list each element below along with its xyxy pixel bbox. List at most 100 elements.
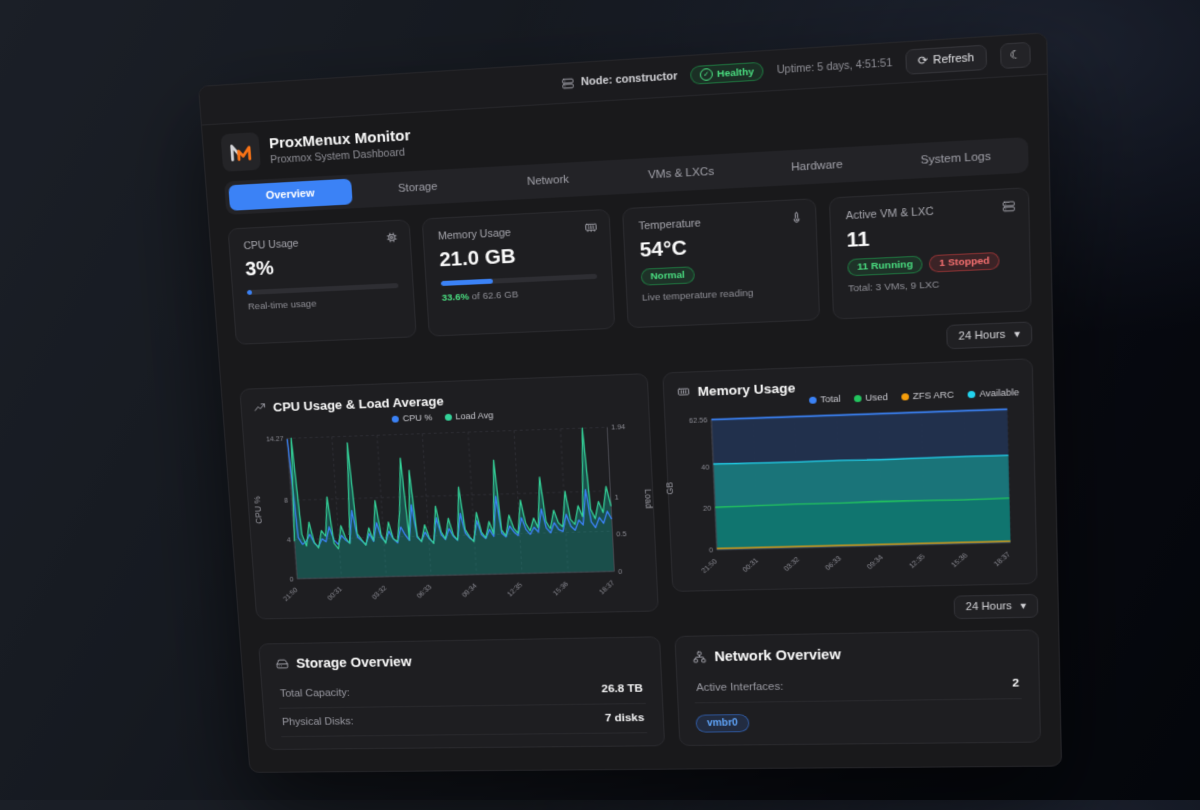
server-icon — [561, 76, 575, 90]
network-interface-badge[interactable]: vmbr0 — [695, 714, 749, 733]
grid-line-h — [287, 427, 607, 438]
grid-line-h — [292, 491, 611, 500]
cpu-card-title: CPU Usage — [243, 233, 396, 252]
legend-label-cpu: CPU % — [402, 413, 432, 424]
y-tick-label: 0 — [289, 576, 293, 583]
memory-total-label: of 62.6 GB — [469, 289, 519, 302]
legend-label-total: Total — [820, 394, 841, 405]
memory-chart-icon — [676, 385, 690, 398]
x-tick-label: 12:35 — [908, 553, 927, 570]
stats-row: CPU Usage 3% Real-time usage Memory Usag… — [227, 187, 1031, 345]
tab-network[interactable]: Network — [484, 164, 613, 197]
y2-tick-label: 1.94 — [611, 424, 626, 431]
uptime-label: Uptime: 5 days, 4:51:51 — [777, 57, 893, 76]
network-overview-card: Network Overview Active Interfaces: 2 vm… — [674, 630, 1041, 747]
thermometer-icon — [789, 210, 804, 229]
legend-item-available[interactable]: Available — [967, 387, 1019, 399]
time-range-select-2[interactable]: 24 Hours ▾ — [954, 594, 1039, 619]
y-tick-label: 40 — [701, 464, 710, 471]
y-tick-label: 62.56 — [689, 417, 708, 425]
refresh-icon: ⟳ — [918, 55, 928, 68]
cpu-card-caption: Real-time usage — [248, 295, 400, 313]
theme-toggle-button[interactable]: ☾ — [1000, 42, 1031, 69]
storage-total-capacity-label: Total Capacity: — [280, 688, 351, 700]
x-tick-label: 06:33 — [416, 584, 433, 600]
y-tick-label: 8 — [284, 498, 288, 505]
legend-label-load: Load Avg — [455, 410, 493, 421]
memory-usage-card: Memory Usage 21.0 GB 33.6% of 62.6 GB — [422, 209, 616, 337]
network-active-interfaces-label: Active Interfaces: — [696, 681, 784, 694]
header-text: ProxMenux Monitor Proxmox System Dashboa… — [269, 127, 412, 166]
main-content: CPU Usage & Load Average CPU % Load Avg … — [239, 358, 1041, 750]
x-tick-label: 09:34 — [866, 554, 885, 571]
cpu-load-chart-card: CPU Usage & Load Average CPU % Load Avg … — [239, 373, 658, 620]
memory-card-title: Memory Usage — [438, 223, 595, 243]
legend-item-zfs-arc[interactable]: ZFS ARC — [901, 390, 954, 402]
legend-item-total[interactable]: Total — [808, 394, 840, 405]
temperature-status-badge: Normal — [641, 266, 695, 286]
time-range-select[interactable]: 24 Hours ▾ — [946, 321, 1032, 349]
trending-up-icon — [253, 401, 267, 414]
hard-drive-icon — [276, 658, 289, 670]
memory-chart-card: Memory Usage Total Used ZFS ARC Availabl… — [662, 358, 1037, 592]
legend-dot-load — [444, 413, 451, 420]
memory-card-value: 21.0 GB — [439, 242, 597, 272]
cpu-chart-title: CPU Usage & Load Average — [272, 394, 444, 415]
cpu-chart-y2label: Load — [643, 488, 654, 508]
tab-overview[interactable]: Overview — [228, 179, 352, 211]
storage-physical-disks-value: 7 disks — [605, 713, 645, 725]
x-tick-label: 21:50 — [701, 558, 719, 575]
storage-total-capacity-value: 26.8 TB — [601, 683, 643, 695]
legend-label-available: Available — [979, 387, 1019, 399]
logo-m-icon — [227, 138, 255, 165]
y2-tick-label: 0 — [618, 569, 622, 576]
refresh-button[interactable]: ⟳ Refresh — [905, 45, 986, 75]
check-circle-icon: ✓ — [700, 68, 713, 81]
y-tick-label: 4 — [287, 537, 291, 544]
legend-item-load[interactable]: Load Avg — [444, 410, 493, 421]
x-tick-label: 15:36 — [552, 581, 570, 598]
tab-vms-lxcs[interactable]: VMs & LXCs — [616, 157, 747, 191]
y-tick-label: 20 — [703, 506, 712, 513]
memory-chart-ylabel: GB — [664, 482, 675, 495]
temperature-card: Temperature 54°C Normal Live temperature… — [622, 198, 820, 328]
refresh-label: Refresh — [933, 52, 974, 67]
vm-stopped-badge: 1 Stopped — [929, 252, 1000, 273]
tab-storage[interactable]: Storage — [355, 171, 481, 204]
chevron-down-icon-2: ▾ — [1020, 600, 1026, 612]
cpu-progress-fill — [247, 290, 252, 295]
legend-item-used[interactable]: Used — [853, 392, 888, 403]
legend-dot-cpu — [392, 415, 399, 422]
vm-running-badge: 11 Running — [847, 256, 923, 277]
x-tick-label: 00:31 — [742, 557, 760, 574]
x-tick-label: 00:31 — [327, 586, 344, 602]
network-active-interfaces-value: 2 — [1012, 678, 1019, 690]
server-stack-icon — [1001, 199, 1016, 218]
temperature-card-title: Temperature — [638, 212, 800, 232]
tab-hardware[interactable]: Hardware — [750, 149, 884, 183]
x-tick-label: 09:34 — [461, 583, 479, 599]
y-tick-label: 14.27 — [266, 436, 284, 443]
x-tick-label: 15:36 — [950, 552, 969, 569]
legend-item-cpu[interactable]: CPU % — [391, 413, 432, 424]
cpu-progress-track — [247, 283, 399, 295]
network-overview-title: Network Overview — [714, 647, 841, 664]
storage-overview-title: Storage Overview — [296, 654, 412, 671]
storage-physical-disks-row: Physical Disks: 7 disks — [279, 704, 647, 737]
legend-dot-available — [967, 390, 975, 397]
proxmenux-dashboard-window: Node: constructor ✓ Healthy Uptime: 5 da… — [198, 32, 1062, 773]
legend-dot-used — [853, 394, 861, 401]
left-column: CPU Usage & Load Average CPU % Load Avg … — [239, 373, 665, 750]
memory-percent-label: 33.6% — [441, 292, 469, 304]
range-selector-row-2: 24 Hours ▾ — [673, 594, 1039, 625]
vm-card-caption: Total: 3 VMs, 9 LXC — [848, 276, 1015, 295]
legend-label-used: Used — [865, 392, 888, 403]
storage-overview-card: Storage Overview Total Capacity: 26.8 TB… — [258, 636, 665, 750]
tab-system-logs[interactable]: System Logs — [888, 141, 1025, 175]
cpu-usage-card: CPU Usage 3% Real-time usage — [227, 219, 416, 345]
memory-progress-fill — [441, 279, 493, 286]
time-range-value: 24 Hours — [958, 329, 1005, 343]
y2-tick-label: 0.5 — [616, 532, 627, 539]
